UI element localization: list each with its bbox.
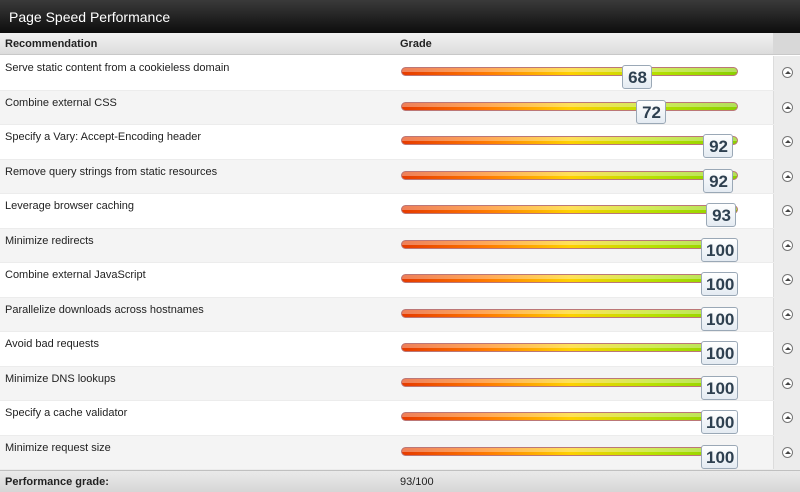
chevron-up-circle-icon[interactable] bbox=[782, 170, 793, 182]
row-side-cell bbox=[773, 297, 800, 331]
row-side-cell bbox=[773, 90, 800, 124]
grade-bar bbox=[401, 377, 738, 387]
grade-score-badge: 92 bbox=[703, 168, 733, 193]
recommendation-label: Specify a Vary: Accept-Encoding header bbox=[5, 131, 202, 143]
grade-bar bbox=[401, 170, 738, 180]
grade-bar-shine bbox=[402, 378, 737, 383]
recommendation-label: Combine external CSS bbox=[5, 96, 117, 109]
chevron-up-circle-icon[interactable] bbox=[782, 446, 793, 458]
performance-grade-label: Performance grade: bbox=[5, 476, 109, 488]
grade-score-badge: 100 bbox=[701, 237, 738, 262]
grade-bar-shine bbox=[402, 309, 737, 314]
grade-bar-shine bbox=[402, 68, 737, 72]
grade-bar bbox=[401, 274, 738, 283]
recommendation-label: Specify a cache validator bbox=[5, 407, 128, 419]
table-row: Minimize DNS lookups 100 bbox=[0, 366, 800, 401]
recommendation-label: Remove query strings from static resourc… bbox=[5, 165, 218, 178]
table-row: Remove query strings from static resourc… bbox=[0, 159, 800, 194]
grade-bar bbox=[401, 308, 738, 318]
row-side-cell bbox=[773, 332, 800, 366]
grade-score-badge: 100 bbox=[701, 375, 738, 400]
recommendation-label: Minimize request size bbox=[5, 441, 111, 454]
grade-score-badge: 100 bbox=[701, 444, 738, 469]
recommendation-label: Leverage browser caching bbox=[5, 200, 135, 212]
chevron-up-circle-icon[interactable] bbox=[782, 239, 793, 251]
grade-bar bbox=[401, 239, 738, 249]
table-row: Minimize request size 100 bbox=[0, 435, 800, 470]
grade-score-badge: 93 bbox=[706, 203, 736, 227]
chevron-up-circle-icon[interactable] bbox=[782, 343, 793, 354]
table-row: Specify a Vary: Accept-Encoding header 92 bbox=[0, 125, 800, 160]
grade-score-badge: 72 bbox=[636, 99, 666, 124]
row-side-cell bbox=[773, 228, 800, 262]
recommendation-label: Minimize DNS lookups bbox=[5, 372, 116, 385]
row-side-cell bbox=[773, 159, 800, 193]
row-side-cell bbox=[773, 435, 800, 469]
performance-grade-value: 93/100 bbox=[400, 476, 434, 488]
grade-score-badge: 100 bbox=[701, 272, 738, 296]
panel-title: Page Speed Performance bbox=[0, 0, 800, 33]
grade-bar bbox=[401, 343, 738, 352]
grade-score-badge: 100 bbox=[701, 306, 738, 331]
grade-bar-shine bbox=[402, 240, 737, 245]
column-header-grade: Grade bbox=[400, 38, 432, 50]
grade-bar bbox=[401, 205, 738, 214]
grade-bar-shine bbox=[402, 413, 737, 417]
table-row: Parallelize downloads across hostnames 10… bbox=[0, 297, 800, 332]
grade-bar bbox=[401, 101, 738, 111]
grade-bar bbox=[401, 136, 738, 145]
recommendation-label: Parallelize downloads across hostnames bbox=[5, 303, 204, 316]
grade-bar-shine bbox=[402, 137, 737, 141]
row-side-cell bbox=[773, 263, 800, 297]
column-header-recommendation: Recommendation bbox=[5, 38, 98, 50]
header-side-cell bbox=[773, 33, 800, 54]
grade-score-badge: 92 bbox=[703, 134, 733, 158]
grade-score-badge: 100 bbox=[701, 410, 738, 434]
grade-score-badge: 100 bbox=[701, 341, 738, 365]
recommendation-list: Serve static content from a cookieless d… bbox=[0, 56, 800, 470]
chevron-up-circle-icon[interactable] bbox=[782, 101, 793, 113]
recommendation-label: Serve static content from a cookieless d… bbox=[5, 62, 230, 74]
chevron-up-circle-icon[interactable] bbox=[782, 274, 793, 285]
chevron-up-circle-icon[interactable] bbox=[782, 412, 793, 423]
table-row: Combine external CSS 72 bbox=[0, 90, 800, 125]
recommendation-label: Avoid bad requests bbox=[5, 338, 99, 350]
grade-bar-shine bbox=[402, 275, 737, 279]
grade-bar-shine bbox=[402, 344, 737, 348]
table-row: Leverage browser caching 93 bbox=[0, 194, 800, 229]
table-row: Minimize redirects 100 bbox=[0, 228, 800, 263]
grade-bar bbox=[401, 412, 738, 421]
row-side-cell bbox=[773, 401, 800, 435]
table-row: Serve static content from a cookieless d… bbox=[0, 56, 800, 91]
grade-bar-shine bbox=[402, 171, 737, 176]
table-header: Recommendation Grade bbox=[0, 33, 800, 55]
recommendation-label: Minimize redirects bbox=[5, 234, 94, 247]
chevron-up-circle-icon[interactable] bbox=[782, 377, 793, 389]
row-side-cell bbox=[773, 56, 800, 90]
table-row: Specify a cache validator 100 bbox=[0, 401, 800, 436]
grade-bar-shine bbox=[402, 102, 737, 107]
table-row: Combine external JavaScript 100 bbox=[0, 263, 800, 298]
chevron-up-circle-icon[interactable] bbox=[782, 308, 793, 320]
grade-bar-shine bbox=[402, 447, 737, 452]
row-side-cell bbox=[773, 125, 800, 159]
grade-bar bbox=[401, 67, 738, 76]
performance-footer: Performance grade: 93/100 bbox=[0, 470, 800, 492]
recommendation-label: Combine external JavaScript bbox=[5, 269, 146, 281]
grade-bar bbox=[401, 446, 738, 456]
table-row: Avoid bad requests 100 bbox=[0, 332, 800, 367]
grade-score-badge: 68 bbox=[622, 65, 652, 89]
grade-bar-shine bbox=[402, 206, 737, 210]
row-side-cell bbox=[773, 194, 800, 228]
chevron-up-circle-icon[interactable] bbox=[782, 67, 793, 78]
chevron-up-circle-icon[interactable] bbox=[782, 205, 793, 216]
row-side-cell bbox=[773, 366, 800, 400]
chevron-up-circle-icon[interactable] bbox=[782, 136, 793, 147]
